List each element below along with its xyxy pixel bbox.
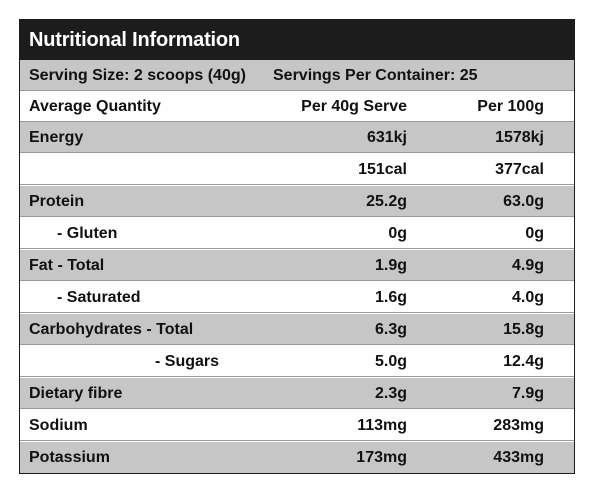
per-100g-value: 377cal: [495, 161, 544, 178]
row-divider: [20, 408, 574, 409]
table-row: Fat - Total 1.9g 4.9g: [20, 250, 574, 281]
per-100g-value: 7.9g: [511, 385, 544, 402]
per-serve-value: 6.3g: [374, 321, 407, 338]
header-per-serve: Per 40g Serve: [301, 98, 407, 115]
nutrient-label: - Saturated: [57, 289, 141, 306]
table-row: Sodium 113mg 283mg: [20, 410, 574, 441]
per-100g-value: 63.0g: [503, 193, 544, 210]
row-divider: [20, 280, 574, 281]
table-row: 151cal 377cal: [20, 154, 574, 185]
serving-row: Serving Size: 2 scoops (40g) Servings Pe…: [20, 60, 574, 91]
nutrient-label: Energy: [29, 129, 84, 146]
nutrition-panel: Nutritional Information Serving Size: 2 …: [19, 19, 575, 474]
row-divider: [20, 121, 574, 122]
per-serve-value: 0g: [388, 225, 407, 242]
table-row: - Saturated 1.6g 4.0g: [20, 282, 574, 313]
per-serve-value: 151cal: [358, 161, 407, 178]
row-divider: [20, 152, 574, 153]
row-divider: [20, 248, 574, 249]
per-serve-value: 631kj: [366, 129, 407, 146]
per-serve-value: 1.9g: [374, 257, 407, 274]
per-100g-value: 12.4g: [503, 353, 544, 370]
row-divider: [20, 344, 574, 345]
servings-per-container: Servings Per Container: 25: [273, 67, 478, 84]
table-row: Protein 25.2g 63.0g: [20, 186, 574, 217]
per-serve-value: 2.3g: [374, 385, 407, 402]
per-serve-value: 113mg: [357, 417, 407, 434]
per-100g-value: 1578kj: [495, 129, 544, 146]
per-100g-value: 0g: [525, 225, 544, 242]
table-row: Potassium 173mg 433mg: [20, 442, 574, 473]
column-header-row: Average Quantity Per 40g Serve Per 100g: [20, 91, 574, 122]
row-divider: [20, 312, 574, 313]
per-100g-value: 283mg: [493, 417, 544, 434]
header-label: Average Quantity: [29, 98, 161, 115]
per-serve-value: 173mg: [356, 449, 407, 466]
nutrient-label: Sodium: [29, 417, 88, 434]
panel-title: Nutritional Information: [20, 20, 574, 60]
table-row: Carbohydrates - Total 6.3g 15.8g: [20, 314, 574, 345]
row-divider: [20, 376, 574, 377]
nutrient-label: Protein: [29, 193, 85, 210]
per-serve-value: 5.0g: [374, 353, 407, 370]
table-row: Dietary fibre 2.3g 7.9g: [20, 378, 574, 409]
per-serve-value: 25.2g: [366, 193, 407, 210]
table-row: - Sugars 5.0g 12.4g: [20, 346, 574, 377]
nutrient-label: Dietary fibre: [29, 385, 123, 402]
row-divider: [20, 216, 574, 217]
row-divider: [20, 440, 574, 441]
per-serve-value: 1.6g: [374, 289, 407, 306]
row-divider: [20, 184, 574, 185]
table-row: - Gluten 0g 0g: [20, 218, 574, 249]
table-row: Energy 631kj 1578kj: [20, 122, 574, 153]
per-100g-value: 15.8g: [503, 321, 544, 338]
nutrient-label: Carbohydrates - Total: [29, 321, 194, 338]
per-100g-value: 4.9g: [511, 257, 544, 274]
header-per-100g: Per 100g: [477, 98, 544, 115]
per-100g-value: 4.0g: [511, 289, 544, 306]
nutrient-label: Fat - Total: [29, 257, 105, 274]
nutrient-label: - Gluten: [57, 225, 118, 242]
nutrient-label: Potassium: [29, 449, 110, 466]
serving-size: Serving Size: 2 scoops (40g): [29, 67, 246, 84]
row-divider: [20, 90, 574, 91]
nutrient-label: - Sugars: [155, 353, 220, 370]
per-100g-value: 433mg: [493, 449, 544, 466]
